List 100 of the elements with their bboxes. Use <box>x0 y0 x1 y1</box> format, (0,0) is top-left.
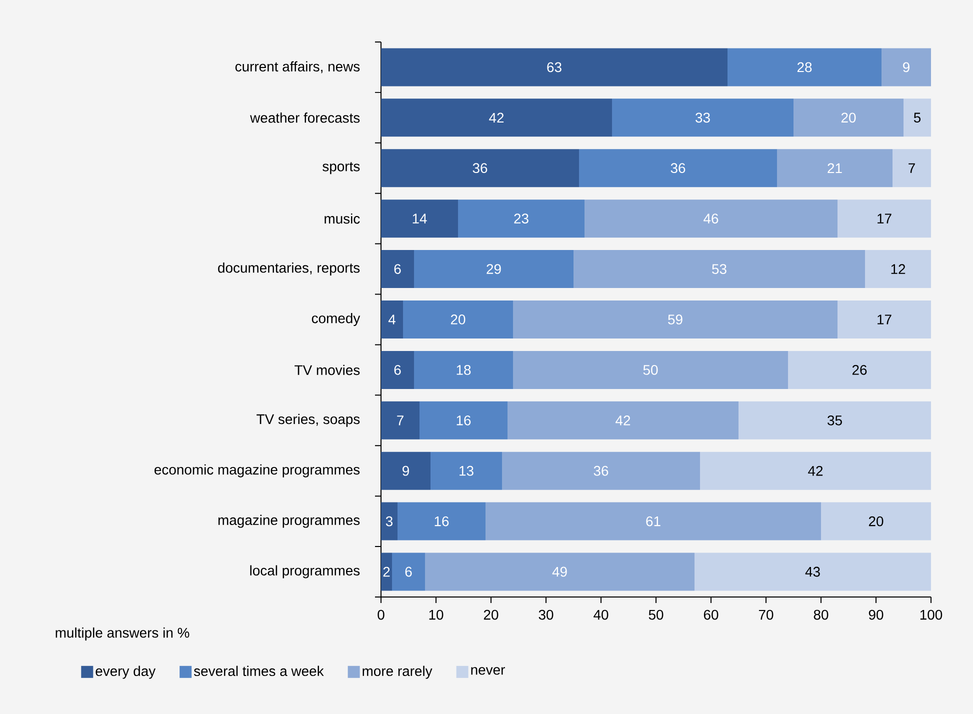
data-label: 18 <box>456 364 471 375</box>
bar <box>513 300 838 338</box>
data-label: 6 <box>394 264 401 274</box>
x-tick-label: 50 <box>648 610 664 620</box>
data-label: 2 <box>383 566 390 577</box>
bar <box>381 250 414 288</box>
x-tick-label: 70 <box>758 610 774 620</box>
bar <box>381 149 580 188</box>
bar <box>486 502 822 540</box>
y-tick-label: documentaries, reports <box>218 262 360 276</box>
data-label: 20 <box>450 314 466 324</box>
data-label: 7 <box>908 163 915 173</box>
data-label: 9 <box>903 62 910 72</box>
x-tick-label: 100 <box>920 610 942 620</box>
bar <box>381 200 458 238</box>
bar <box>381 350 414 389</box>
data-label: 17 <box>878 214 892 224</box>
y-tick-label: TV movies <box>294 364 360 376</box>
bar <box>381 552 392 591</box>
bar <box>414 350 514 389</box>
bar <box>728 48 882 86</box>
bar <box>821 502 932 540</box>
bar <box>398 502 486 540</box>
data-label: 49 <box>552 566 567 577</box>
data-label: 46 <box>704 214 718 224</box>
legend-label: more rarely <box>362 666 432 679</box>
x-tick-label: 30 <box>538 610 554 620</box>
legend-label: never <box>471 667 505 675</box>
data-label: 14 <box>412 214 427 224</box>
data-label: 36 <box>594 466 608 476</box>
bar <box>458 200 585 238</box>
data-label: 13 <box>460 466 474 476</box>
x-tick-label: 10 <box>429 610 444 620</box>
bar <box>865 250 932 288</box>
x-tick-label: 0 <box>378 610 384 620</box>
bar <box>381 300 404 338</box>
bar <box>392 552 426 591</box>
data-label: 53 <box>712 264 726 274</box>
data-label: 36 <box>670 163 686 174</box>
data-label: 6 <box>394 364 401 375</box>
y-tick-label: economic magazine programmes <box>154 464 360 478</box>
data-label: 36 <box>472 163 488 174</box>
bar <box>381 98 612 137</box>
bar <box>403 300 514 338</box>
legend-label: every day <box>96 666 156 679</box>
y-tick-label: TV series, soaps <box>256 414 360 427</box>
bar <box>381 502 398 540</box>
data-label: 23 <box>514 214 528 224</box>
data-label: 16 <box>434 516 449 526</box>
bar <box>738 401 932 440</box>
x-tick-label: 60 <box>704 610 718 620</box>
bar <box>425 552 695 591</box>
bar <box>414 250 574 288</box>
data-label: 29 <box>486 264 501 274</box>
data-label: 16 <box>456 415 471 426</box>
y-tick-label: weather forecasts <box>250 112 360 123</box>
bar <box>882 48 932 86</box>
bar <box>574 250 866 288</box>
data-label: 20 <box>868 516 884 526</box>
x-tick-label: 40 <box>594 610 608 620</box>
bar <box>700 452 932 490</box>
bar <box>838 300 932 338</box>
bar <box>381 452 431 490</box>
bar <box>794 98 904 137</box>
y-tick-label: music <box>324 213 360 224</box>
data-label: 35 <box>828 415 842 426</box>
data-label: 61 <box>646 516 660 526</box>
data-label: 9 <box>402 466 409 476</box>
bar <box>838 200 932 238</box>
x-tick-label: 20 <box>484 610 498 620</box>
data-label: 20 <box>841 112 856 123</box>
data-label: 42 <box>489 112 504 123</box>
bar <box>502 452 700 490</box>
bar <box>508 401 739 440</box>
data-label: 59 <box>668 314 682 324</box>
y-tick-label: magazine programmes <box>218 514 360 528</box>
data-label: 6 <box>405 566 412 577</box>
y-tick-label: local programmes <box>250 565 360 578</box>
data-label: 42 <box>616 416 630 426</box>
bar <box>788 350 932 389</box>
bar <box>892 149 932 188</box>
bar <box>694 552 932 591</box>
bar <box>513 350 788 389</box>
data-label: 5 <box>914 112 921 123</box>
y-tick-label: comedy <box>312 312 360 326</box>
data-label: 7 <box>397 416 404 426</box>
data-label: 28 <box>797 62 812 72</box>
bar <box>381 401 420 440</box>
data-label: 17 <box>878 314 892 324</box>
bar <box>904 98 932 137</box>
x-tick-label: 90 <box>868 610 884 620</box>
data-label: 3 <box>386 516 393 526</box>
bar <box>612 98 794 137</box>
legend-label: several times a week <box>194 666 324 676</box>
x-tick-label: 80 <box>814 610 828 620</box>
bar <box>381 48 728 86</box>
data-label: 12 <box>891 264 906 274</box>
bar <box>584 200 838 238</box>
data-label: 63 <box>547 62 562 72</box>
y-tick-label: sports <box>322 162 360 174</box>
